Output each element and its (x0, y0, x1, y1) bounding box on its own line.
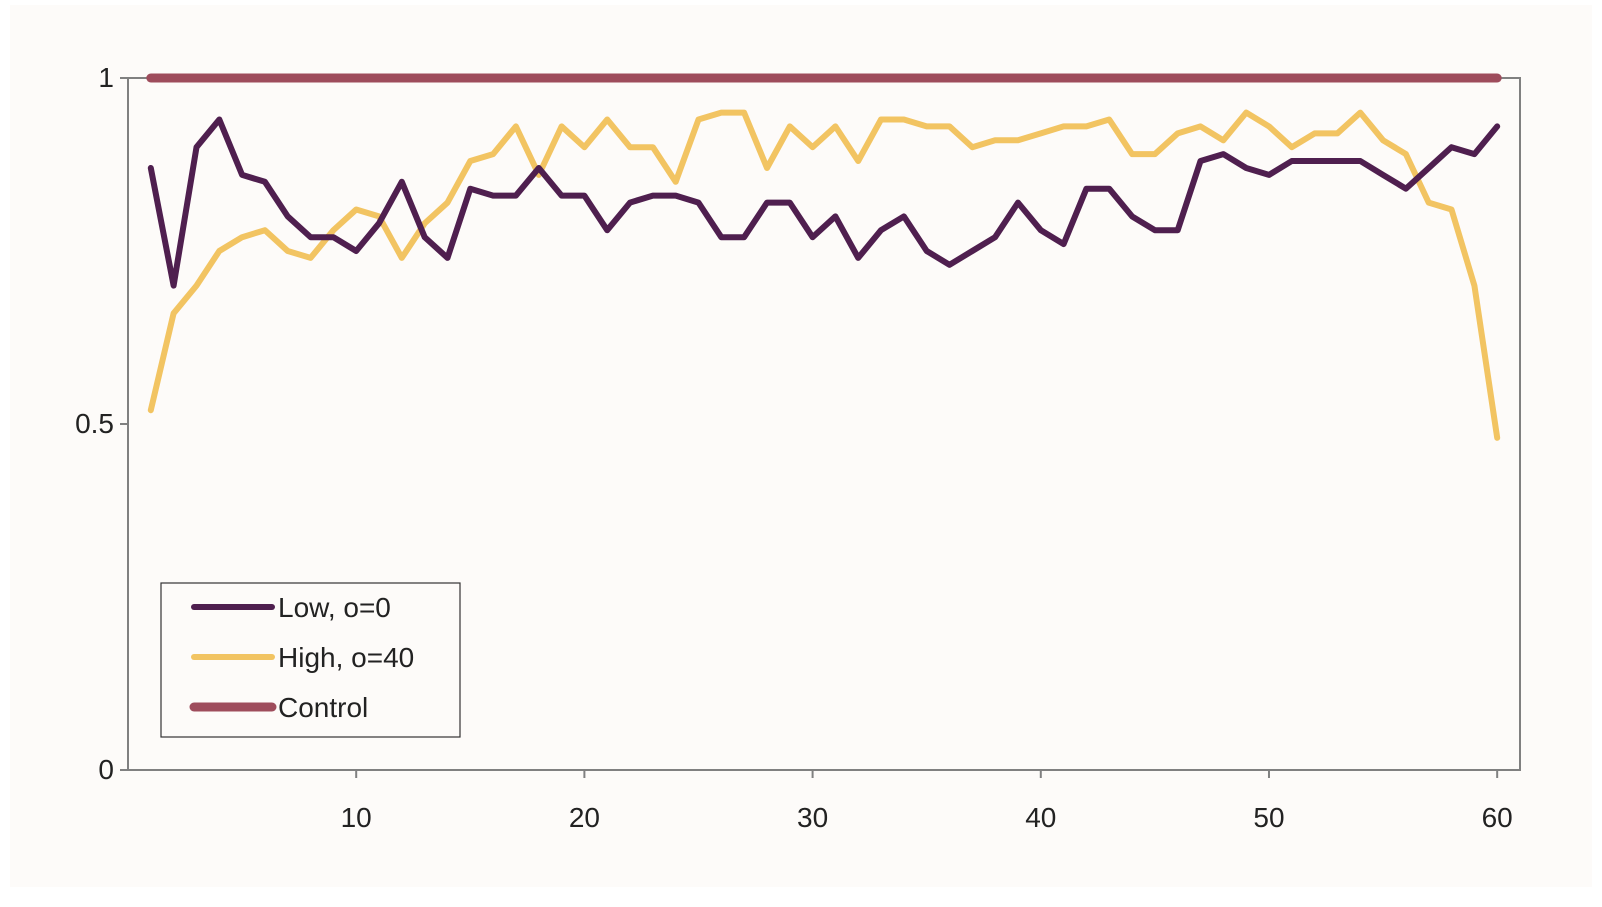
y-tick-label: 0 (98, 754, 114, 785)
legend: Low, o=0 High, o=40 Control (160, 582, 461, 738)
y-tick-label: 0.5 (75, 408, 114, 439)
series-layer (146, 73, 1502, 441)
y-axis: 00.51 (75, 62, 128, 785)
x-axis: 10 20 30 40 50 60 (341, 770, 1513, 833)
y-tick-label: 1 (98, 62, 114, 93)
x-tick-label: 10 (341, 802, 372, 833)
x-tick-label: 20 (569, 802, 600, 833)
x-tick-label: 40 (1025, 802, 1056, 833)
legend-label: Control (278, 692, 368, 723)
x-tick-label: 30 (797, 802, 828, 833)
series-line-high-o40 (147, 109, 1501, 441)
chart-canvas: 0 0.5 1 10 20 30 40 50 60 Low, o=0 High, o=40 Con… (10, 5, 1592, 887)
x-tick-label: 50 (1253, 802, 1284, 833)
legend-label: Low, o=0 (278, 592, 391, 623)
series-line-low-o0 (147, 116, 1501, 289)
legend-label: High, o=40 (278, 642, 414, 673)
x-tick-label: 60 (1482, 802, 1513, 833)
